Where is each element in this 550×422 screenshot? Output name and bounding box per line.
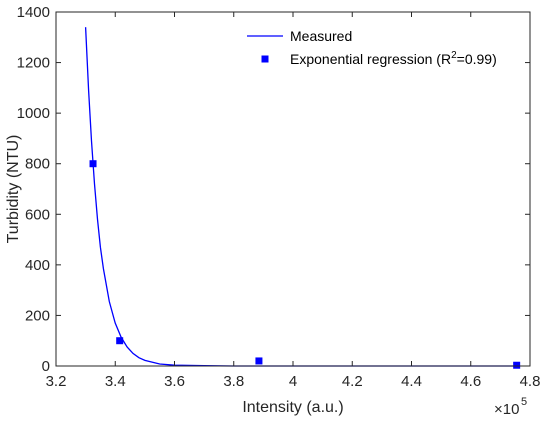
legend: Measured Exponential regression (R2=0.99… bbox=[247, 28, 497, 67]
x-tick-label: 3.6 bbox=[164, 373, 185, 390]
y-axis-label: Turbidity (NTU) bbox=[5, 135, 22, 244]
y-tick-label: 1400 bbox=[17, 4, 50, 21]
y-tick-label: 800 bbox=[25, 156, 50, 173]
x-axis-ticks: 3.2 3.4 3.6 3.8 4 4.2 4.4 4.6 4.8 bbox=[46, 12, 541, 390]
legend-entry-measured: Measured bbox=[290, 28, 352, 44]
x-tick-label: 4 bbox=[289, 373, 297, 390]
y-tick-label: 1200 bbox=[17, 55, 50, 72]
y-tick-label: 200 bbox=[25, 307, 50, 324]
y-tick-label: 400 bbox=[25, 257, 50, 274]
regression-point bbox=[513, 361, 521, 369]
x-tick-label: 3.4 bbox=[105, 373, 126, 390]
x-tick-label: 3.8 bbox=[223, 373, 244, 390]
legend-entry-regression-sup: 2 bbox=[451, 50, 457, 61]
regression-point bbox=[255, 357, 263, 365]
regression-point bbox=[116, 337, 124, 345]
x-axis-multiplier: ×10 5 bbox=[494, 396, 527, 418]
y-axis-ticks: 0 200 400 600 800 1000 1200 1400 bbox=[17, 4, 530, 375]
y-tick-label: 0 bbox=[42, 358, 50, 375]
legend-entry-regression: Exponential regression (R2=0.99) bbox=[290, 50, 497, 67]
x-tick-label: 4.8 bbox=[520, 373, 541, 390]
legend-entry-regression-prefix: Exponential regression (R bbox=[290, 51, 451, 67]
x-axis-label: Intensity (a.u.) bbox=[242, 399, 343, 416]
legend-entry-regression-suffix: =0.99) bbox=[457, 51, 497, 67]
y-tick-label: 600 bbox=[25, 206, 50, 223]
y-tick-label: 1000 bbox=[17, 105, 50, 122]
x-tick-label: 3.2 bbox=[46, 373, 67, 390]
x-tick-label: 4.4 bbox=[401, 373, 422, 390]
plot-area: 3.2 3.4 3.6 3.8 4 4.2 4.4 4.6 4.8 0 200 400 600 800 1… bbox=[17, 4, 541, 390]
x-tick-label: 4.6 bbox=[460, 373, 481, 390]
x-tick-label: 4.2 bbox=[342, 373, 363, 390]
x-axis-multiplier-exponent: 5 bbox=[521, 396, 527, 408]
x-axis-multiplier-base: ×10 bbox=[494, 401, 519, 418]
legend-marker-swatch bbox=[261, 55, 269, 63]
regression-point bbox=[89, 160, 97, 168]
